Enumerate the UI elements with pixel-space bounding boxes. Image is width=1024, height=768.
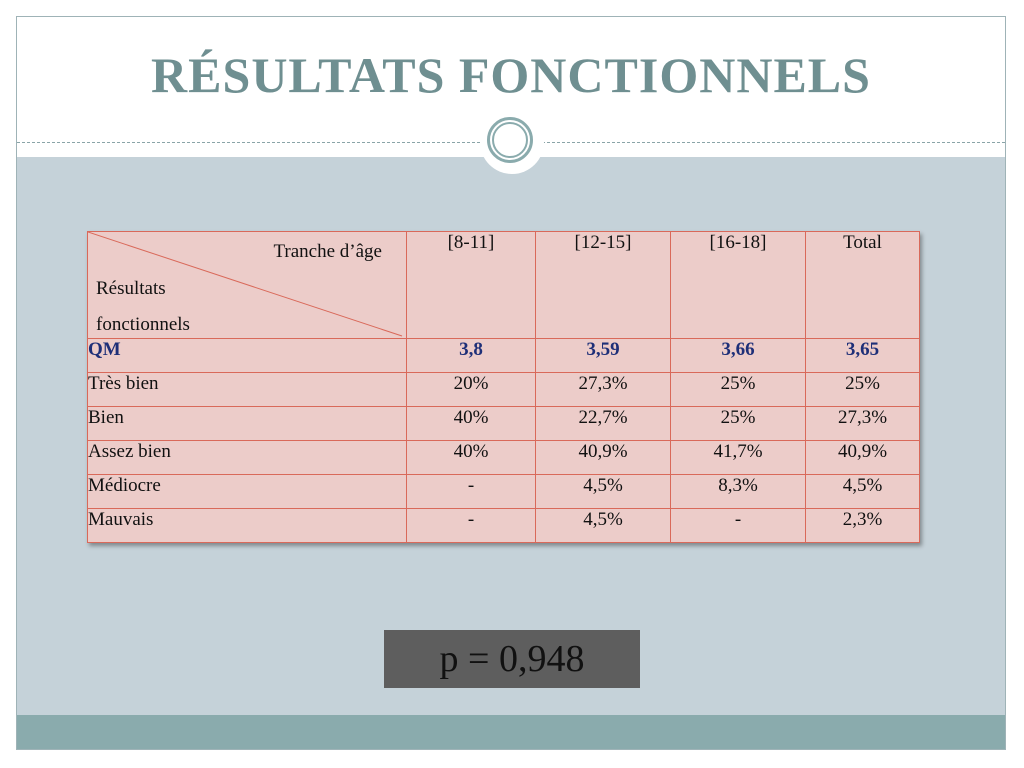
diagonal-line bbox=[88, 232, 403, 337]
corner-row-label-line2: fonctionnels bbox=[96, 314, 190, 335]
table-cell: - bbox=[670, 508, 806, 543]
table-row: Assez bien 40% 40,9% 41,7% 40,9% bbox=[87, 440, 920, 475]
row-label: Médiocre bbox=[87, 474, 407, 509]
table-cell: 27,3% bbox=[805, 406, 920, 441]
column-header: Total bbox=[805, 231, 920, 339]
table-cell: 4,5% bbox=[805, 474, 920, 509]
table-cell: 25% bbox=[670, 406, 806, 441]
table-cell: 40,9% bbox=[805, 440, 920, 475]
table-header-row: Tranche d’âge Résultats fonctionnels [8-… bbox=[87, 231, 920, 339]
table-cell: 4,5% bbox=[535, 508, 671, 543]
circle-ornament-inner bbox=[492, 122, 528, 158]
table-cell: 2,3% bbox=[805, 508, 920, 543]
table-cell: 25% bbox=[805, 372, 920, 407]
column-header: [12-15] bbox=[535, 231, 671, 339]
row-label: Assez bien bbox=[87, 440, 407, 475]
table-cell: 27,3% bbox=[535, 372, 671, 407]
table-cell: 40% bbox=[406, 406, 536, 441]
row-label: Mauvais bbox=[87, 508, 407, 543]
table-cell: 4,5% bbox=[535, 474, 671, 509]
row-label: Bien bbox=[87, 406, 407, 441]
p-value-box: p = 0,948 bbox=[384, 630, 640, 688]
table-cell: - bbox=[406, 508, 536, 543]
table-cell: 22,7% bbox=[535, 406, 671, 441]
column-header: [8-11] bbox=[406, 231, 536, 339]
table-cell: 25% bbox=[670, 372, 806, 407]
corner-column-label: Tranche d’âge bbox=[273, 241, 382, 262]
table-row: Très bien 20% 27,3% 25% 25% bbox=[87, 372, 920, 407]
table-cell: 8,3% bbox=[670, 474, 806, 509]
bottom-band bbox=[17, 715, 1005, 749]
table-cell: 3,8 bbox=[406, 338, 536, 373]
results-table: Tranche d’âge Résultats fonctionnels [8-… bbox=[87, 231, 920, 543]
table-cell: - bbox=[406, 474, 536, 509]
table-cell: 3,66 bbox=[670, 338, 806, 373]
table-row: Bien 40% 22,7% 25% 27,3% bbox=[87, 406, 920, 441]
table-cell: 3,65 bbox=[805, 338, 920, 373]
row-label: QM bbox=[87, 338, 407, 373]
table-row: QM 3,8 3,59 3,66 3,65 bbox=[87, 338, 920, 373]
corner-header-cell: Tranche d’âge Résultats fonctionnels bbox=[87, 231, 407, 339]
table-cell: 3,59 bbox=[535, 338, 671, 373]
table-cell: 40,9% bbox=[535, 440, 671, 475]
corner-row-label-line1: Résultats bbox=[96, 278, 166, 299]
slide-title: RÉSULTATS FONCTIONNELS bbox=[151, 47, 871, 103]
column-header: [16-18] bbox=[670, 231, 806, 339]
table-row: Médiocre - 4,5% 8,3% 4,5% bbox=[87, 474, 920, 509]
table-cell: 41,7% bbox=[670, 440, 806, 475]
table-row: Mauvais - 4,5% - 2,3% bbox=[87, 508, 920, 543]
row-label: Très bien bbox=[87, 372, 407, 407]
table-cell: 20% bbox=[406, 372, 536, 407]
table-cell: 40% bbox=[406, 440, 536, 475]
